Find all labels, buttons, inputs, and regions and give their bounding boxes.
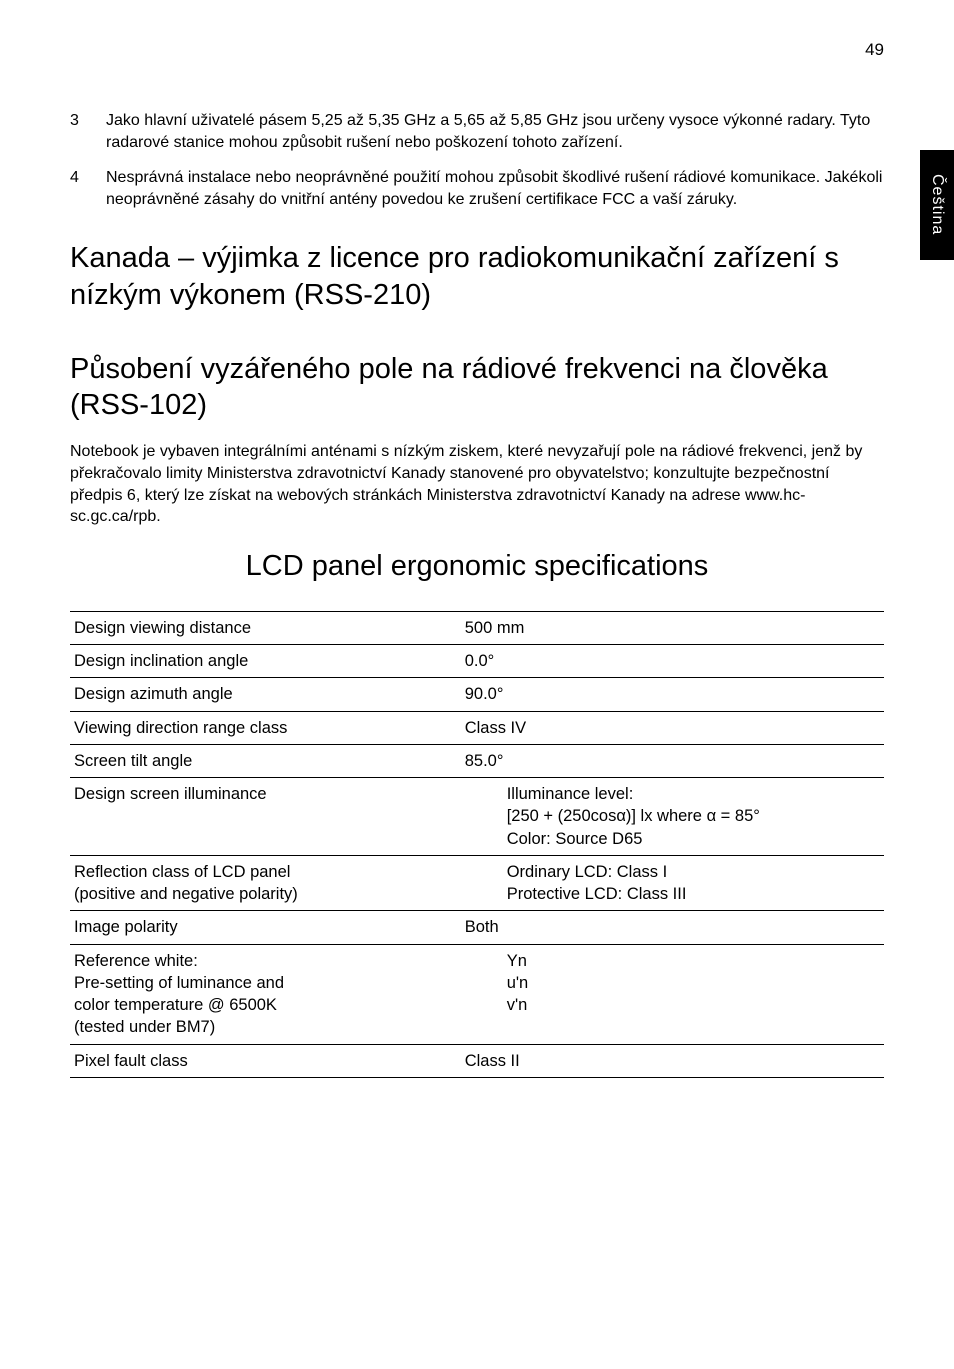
spec-label: Viewing direction range class: [70, 711, 461, 744]
spec-label-line: Reflection class of LCD panel: [74, 863, 290, 881]
spec-value: Illuminance level: [250 + (250cosα)] lx …: [461, 778, 884, 856]
table-row: Image polarity Both: [70, 911, 884, 944]
spec-label: Pixel fault class: [70, 1044, 461, 1077]
table-row: Screen tilt angle 85.0°: [70, 744, 884, 777]
spec-label: Reflection class of LCD panel (positive …: [70, 855, 461, 911]
list-number: 4: [70, 167, 106, 210]
spec-value-line: Protective LCD: Class III: [465, 883, 880, 905]
spec-value: Class II: [461, 1044, 884, 1077]
spec-value-line: Yn: [465, 950, 880, 972]
table-row: Design screen illuminance Illuminance le…: [70, 778, 884, 856]
language-tab: Čeština: [920, 150, 954, 260]
spec-value: 85.0°: [461, 744, 884, 777]
spec-value: Yn u'n v'n: [461, 944, 884, 1044]
spec-label-line: Reference white:: [74, 952, 198, 970]
page-number: 49: [865, 40, 884, 60]
spec-value: 500 mm: [461, 611, 884, 644]
spec-label: Screen tilt angle: [70, 744, 461, 777]
table-row: Pixel fault class Class II: [70, 1044, 884, 1077]
body-paragraph: Notebook je vybaven integrálními anténam…: [70, 441, 884, 527]
spec-label: Design azimuth angle: [70, 678, 461, 711]
table-heading: LCD panel ergonomic specifications: [70, 550, 884, 583]
spec-value: Both: [461, 911, 884, 944]
spec-value: 90.0°: [461, 678, 884, 711]
section-heading-pusobeni: Působení vyzářeného pole na rádiové frek…: [70, 351, 884, 424]
spec-value-line: Ordinary LCD: Class I: [465, 861, 880, 883]
numbered-list: 3 Jako hlavní uživatelé pásem 5,25 až 5,…: [70, 110, 884, 210]
spec-table: Design viewing distance 500 mm Design in…: [70, 611, 884, 1078]
list-text: Nesprávná instalace nebo neoprávněné pou…: [106, 167, 884, 210]
spec-label-line: (tested under BM7): [74, 1018, 215, 1036]
spec-label: Design screen illuminance: [70, 778, 461, 856]
spec-label-line: color temperature @ 6500K: [74, 996, 277, 1014]
spec-value-line: v'n: [465, 994, 880, 1016]
table-row: Design inclination angle 0.0°: [70, 645, 884, 678]
spec-label-line: (positive and negative polarity): [74, 885, 298, 903]
list-number: 3: [70, 110, 106, 153]
spec-value-line: [250 + (250cosα)] lx where α = 85°: [465, 805, 880, 827]
table-row: Reflection class of LCD panel (positive …: [70, 855, 884, 911]
list-item: 4 Nesprávná instalace nebo neoprávněné p…: [70, 167, 884, 210]
spec-label: Reference white: Pre-setting of luminanc…: [70, 944, 461, 1044]
table-row: Viewing direction range class Class IV: [70, 711, 884, 744]
table-row: Design azimuth angle 90.0°: [70, 678, 884, 711]
spec-label: Design viewing distance: [70, 611, 461, 644]
spec-value-line: u'n: [465, 972, 880, 994]
list-item: 3 Jako hlavní uživatelé pásem 5,25 až 5,…: [70, 110, 884, 153]
spec-label: Design inclination angle: [70, 645, 461, 678]
spec-label: Image polarity: [70, 911, 461, 944]
spec-value-line: Illuminance level:: [465, 783, 880, 805]
spec-value: 0.0°: [461, 645, 884, 678]
spec-value-line: Color: Source D65: [465, 828, 880, 850]
table-row: Design viewing distance 500 mm: [70, 611, 884, 644]
section-heading-kanada: Kanada – výjimka z licence pro radiokomu…: [70, 240, 884, 313]
table-row: Reference white: Pre-setting of luminanc…: [70, 944, 884, 1044]
spec-value: Class IV: [461, 711, 884, 744]
spec-label-line: Pre-setting of luminance and: [74, 974, 284, 992]
list-text: Jako hlavní uživatelé pásem 5,25 až 5,35…: [106, 110, 884, 153]
spec-value: Ordinary LCD: Class I Protective LCD: Cl…: [461, 855, 884, 911]
